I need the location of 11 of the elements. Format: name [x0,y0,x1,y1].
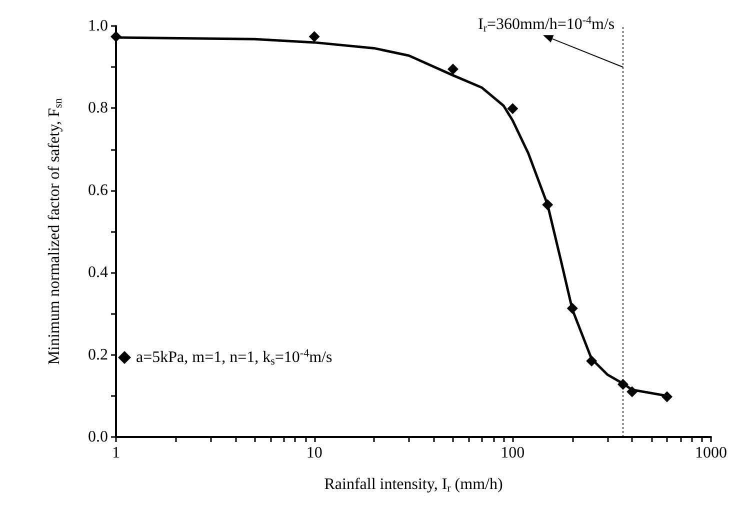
y-tick-label: 0.2 [88,346,108,364]
y-tick-label: 1.0 [88,18,108,34]
x-tick-label: 1 [112,444,120,462]
y-tick-label: 0.0 [88,428,108,446]
x-tick-label: 10 [306,444,322,462]
y-tick-label: 0.4 [88,264,108,282]
y-axis-title: Minimum normalized factor of safety, Fsn [46,98,64,365]
y-tick-label: 0.6 [88,182,108,199]
y-tick-label: 0.8 [88,100,108,117]
x-tick-label: 100 [500,444,525,462]
x-tick-label: 1000 [695,444,727,462]
